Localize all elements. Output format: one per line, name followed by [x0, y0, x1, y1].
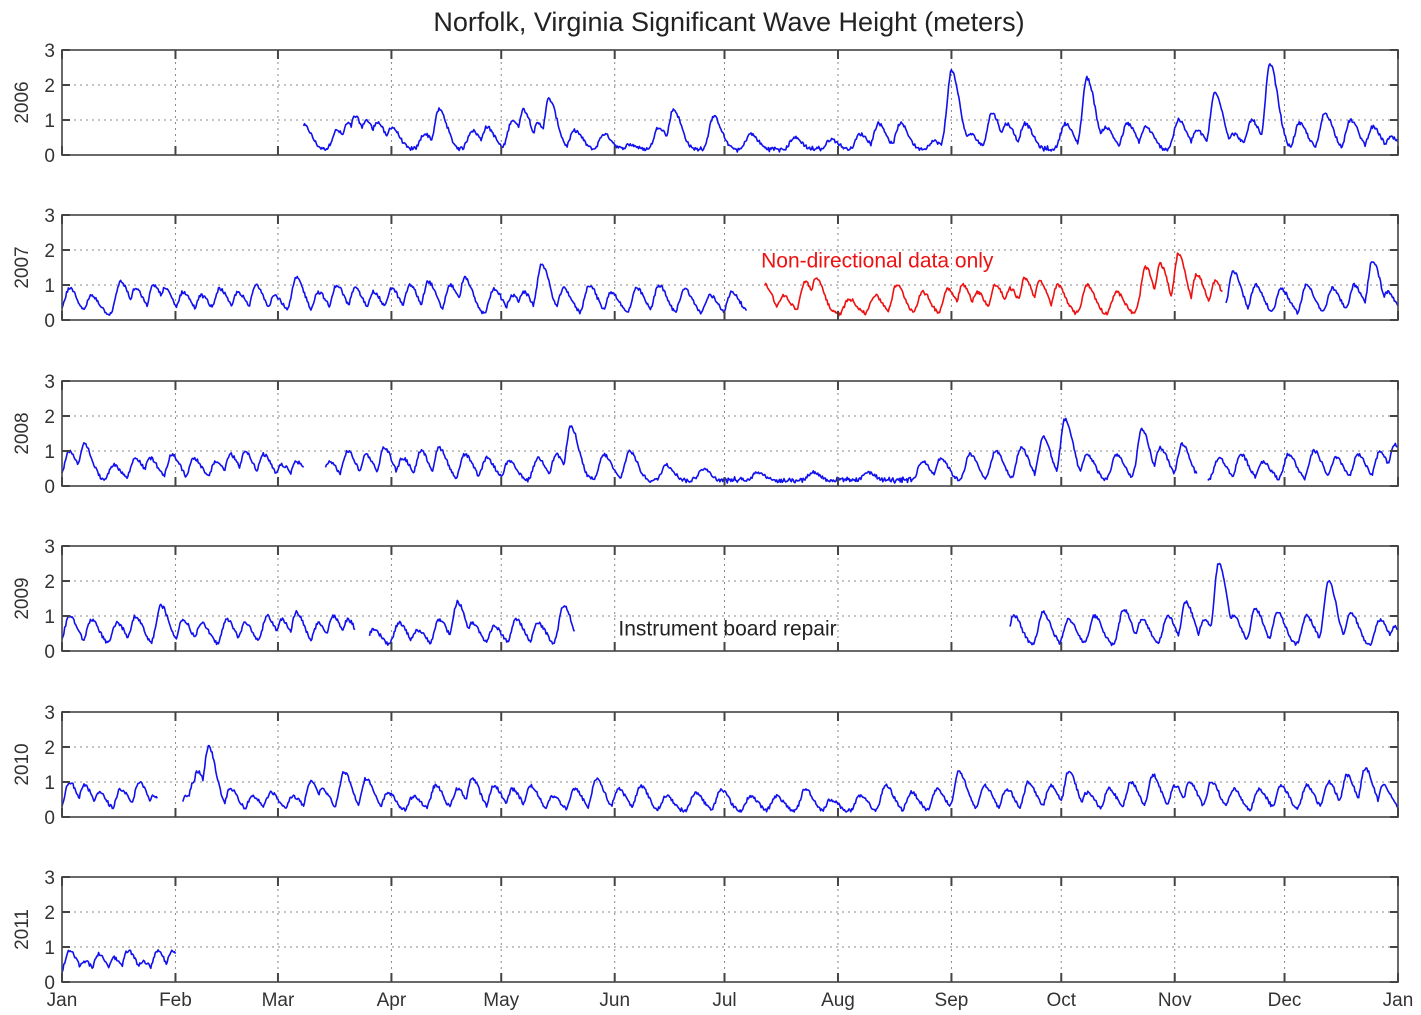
x-tick-label: Dec — [1268, 990, 1302, 1011]
x-tick-label: Jun — [599, 990, 630, 1011]
panel-frame — [61, 711, 1399, 818]
panel-year-label: 2006 — [12, 81, 33, 123]
series-2008-segment-2 — [1207, 442, 1399, 481]
series-2010-segment-1 — [182, 744, 1399, 813]
y-tick-label: 1 — [44, 111, 55, 132]
y-tick-label: 2 — [44, 572, 55, 593]
y-tick-label: 2 — [44, 76, 55, 97]
series-2009-segment-1 — [368, 599, 576, 646]
series-2007-segment-1 — [764, 252, 1223, 317]
chart-title: Norfolk, Virginia Significant Wave Heigh… — [433, 7, 1024, 37]
series-2008-segment-0 — [61, 442, 305, 481]
y-tick-label: 0 — [44, 642, 55, 663]
panel-2008: 0 1 2 3 2008 — [12, 372, 1399, 498]
y-tick-label: 3 — [44, 41, 55, 62]
x-tick-label: Aug — [821, 990, 855, 1011]
panel-year-label: 2008 — [12, 412, 33, 454]
y-tick-label: 1 — [44, 276, 55, 297]
series-2008-segment-1 — [324, 417, 1198, 484]
x-tick-label: Feb — [159, 990, 192, 1011]
y-tick-label: 2 — [44, 407, 55, 428]
y-tick-label: 2 — [44, 241, 55, 262]
panel-frame — [61, 214, 1399, 321]
panel-2011: 0 1 2 3 2011 — [12, 868, 1399, 994]
series-2010-segment-0 — [61, 780, 158, 810]
series-2009-segment-0 — [61, 603, 356, 646]
x-tick-label: Oct — [1046, 990, 1076, 1011]
x-tick-label: Jul — [712, 990, 736, 1011]
y-tick-label: 3 — [44, 868, 55, 889]
series-2007-segment-2 — [1225, 261, 1399, 315]
series-2011-segment-0 — [61, 949, 177, 973]
panel-2006: 0 1 2 3 2006 — [12, 41, 1399, 167]
panel-year-label: 2011 — [12, 909, 33, 950]
y-tick-label: 1 — [44, 773, 55, 794]
series-2007-segment-0 — [61, 263, 748, 316]
annotation-0: Non-directional data only — [761, 250, 994, 273]
x-tick-label: Mar — [262, 990, 295, 1011]
panel-frame — [61, 545, 1399, 652]
y-tick-label: 1 — [44, 938, 55, 959]
y-tick-label: 0 — [44, 808, 55, 829]
series-2006-segment-0 — [302, 63, 1399, 153]
x-tick-label: Jan — [47, 990, 78, 1011]
y-tick-label: 0 — [44, 311, 55, 332]
annotation-1: Instrument board repair — [618, 617, 836, 640]
y-tick-label: 3 — [44, 703, 55, 724]
panel-frame — [61, 49, 1399, 156]
y-tick-label: 3 — [44, 206, 55, 227]
y-tick-label: 0 — [44, 973, 55, 994]
y-tick-label: 0 — [44, 146, 55, 167]
panel-2007: 0 1 2 3 2007 — [12, 206, 1399, 332]
panel-year-label: 2010 — [12, 743, 33, 785]
y-tick-label: 2 — [44, 738, 55, 759]
panel-frame — [61, 380, 1399, 487]
x-tick-label: Jan — [1383, 990, 1414, 1011]
x-tick-label: May — [483, 990, 519, 1011]
panels-group: 0123200601232007012320080123200901232010… — [12, 41, 1399, 994]
series-2009-segment-2 — [1009, 562, 1399, 647]
y-tick-label: 3 — [44, 537, 55, 558]
y-tick-label: 2 — [44, 903, 55, 924]
panel-year-label: 2009 — [12, 577, 33, 619]
panel-2009: 0 1 2 3 2009 — [12, 537, 1399, 663]
x-tick-label: Nov — [1158, 990, 1192, 1011]
y-tick-label: 3 — [44, 372, 55, 393]
x-axis: Jan Feb Mar Apr May Jun Jul Aug Sep Oct Nov Dec Jan — [47, 990, 1414, 1011]
y-tick-label: 1 — [44, 442, 55, 463]
x-tick-label: Apr — [377, 990, 407, 1011]
panel-year-label: 2007 — [12, 246, 33, 288]
panel-frame — [61, 876, 1399, 983]
y-tick-label: 0 — [44, 477, 55, 498]
panel-2010: 0 1 2 3 2010 — [12, 703, 1399, 829]
y-tick-label: 1 — [44, 607, 55, 628]
x-tick-label: Sep — [935, 990, 969, 1011]
